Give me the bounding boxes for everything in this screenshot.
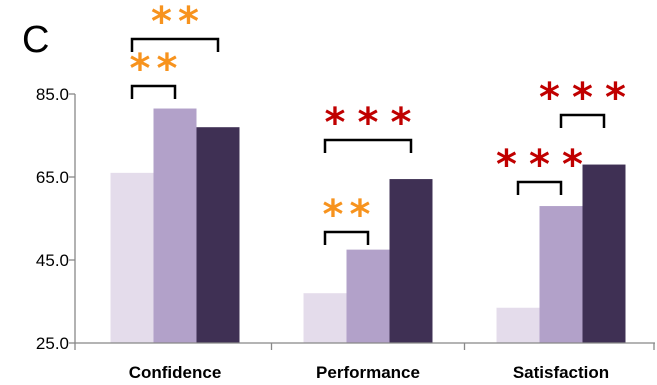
bar-satisfaction-series-1 [496,307,540,343]
significance-stars: * * [323,192,371,238]
significance-bracket [323,230,370,245]
significance-stars: * * * [325,100,412,146]
panel-label: C [22,19,49,61]
category-label: Satisfaction [513,363,609,382]
bar-confidence-series-1 [110,172,154,343]
category-label: Confidence [129,363,222,382]
significance-bracket [559,113,606,128]
y-tick-label: 65.0 [36,168,69,187]
significance-bracket [130,37,220,52]
bars-group [110,108,626,344]
bar-confidence-series-3 [196,127,240,343]
y-tick-label: 25.0 [36,334,69,353]
bar-confidence-series-2 [153,108,197,344]
bar-performance-series-2 [346,249,390,343]
significance-bracket [130,84,177,99]
bar-satisfaction-series-2 [539,206,583,343]
significance-stars: * * * [496,142,583,188]
bar-performance-series-3 [389,179,433,343]
y-tick-label: 85.0 [36,85,69,104]
significance-group: * ** ** ** * ** * ** * * [130,0,626,245]
significance-stars: * * [130,46,178,92]
bar-performance-series-1 [303,293,347,343]
bar-satisfaction-series-3 [582,164,626,343]
y-tick-label: 45.0 [36,251,69,270]
significance-bracket [323,138,413,153]
significance-stars: * * * [539,75,626,121]
category-label: Performance [316,363,420,382]
significance-bracket [516,180,563,195]
significance-stars: * * [151,0,199,45]
axes-group: 25.0 45.0 65.0 85.0 Confidence Performance Sat… [36,85,655,382]
